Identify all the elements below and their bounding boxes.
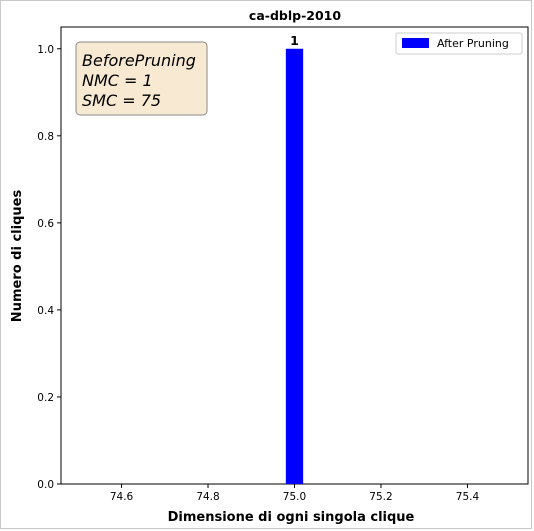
x-tick-label: 74.6 (110, 491, 134, 503)
annotation-line-nmc: NMC = 1 (82, 71, 153, 90)
bar-data-label: 1 (290, 33, 299, 48)
x-tick-label: 74.8 (196, 491, 219, 503)
y-tick-label: 1.0 (37, 44, 54, 56)
y-tick-label: 0.6 (37, 218, 54, 230)
y-tick-label: 0.8 (37, 131, 54, 143)
legend-swatch (402, 38, 429, 48)
y-tick-label: 0.4 (37, 305, 54, 317)
x-axis-label: Dimensione di ogni singola clique (168, 510, 415, 525)
y-axis-label: Numero di cliques (10, 190, 25, 323)
bar-75 (285, 48, 304, 485)
chart-title: ca-dblp-2010 (249, 8, 341, 23)
annotation-box: BeforePruning NMC = 1 SMC = 75 (75, 41, 208, 116)
x-tick-label: 75.4 (456, 491, 480, 503)
annotation-background (75, 41, 208, 116)
y-tick-label: 0.0 (37, 479, 54, 491)
x-tick-label: 75.0 (283, 491, 306, 503)
y-tick-label: 0.2 (37, 392, 54, 404)
legend-label: After Pruning (437, 37, 509, 50)
y-axis: 0.0 0.2 0.4 0.6 0.8 1.0 (37, 44, 61, 491)
annotation-line-before-pruning: BeforePruning (82, 51, 196, 70)
legend: After Pruning (395, 32, 523, 55)
bars-layer: 1 (285, 33, 304, 485)
annotation-line-smc: SMC = 75 (82, 91, 161, 110)
x-axis: 74.6 74.8 75.0 75.2 75.4 (110, 484, 480, 503)
x-tick-label: 75.2 (369, 491, 392, 503)
